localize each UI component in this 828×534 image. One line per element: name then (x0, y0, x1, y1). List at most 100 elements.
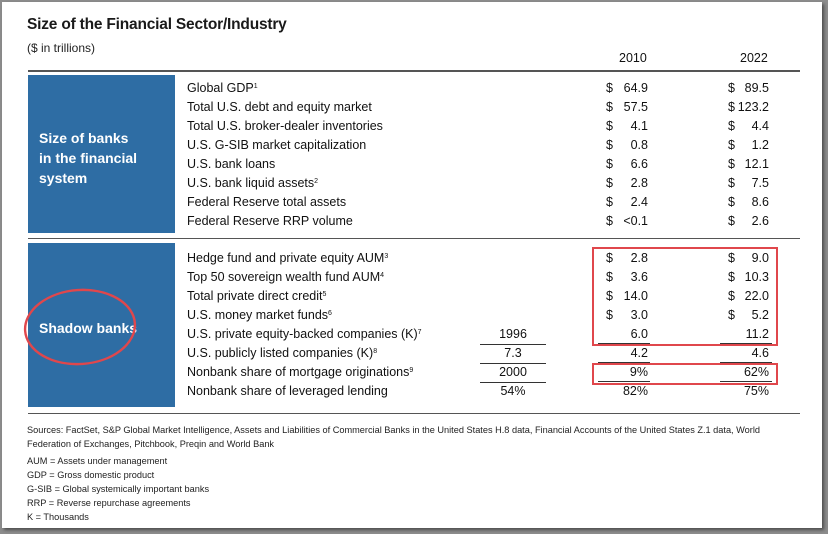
row-label: U.S. G-SIB market capitalization (187, 136, 366, 155)
dollar-sign: $ (606, 100, 613, 114)
value-2022: 8.6 (751, 195, 769, 209)
row-label-text: Nonbank share of leveraged lending (187, 384, 388, 398)
row-label-text: Global GDP (187, 81, 254, 95)
page-title: Size of the Financial Sector/Industry (27, 16, 287, 33)
row-label: U.S. money market funds6 (187, 306, 332, 325)
value-2010: 9% (629, 365, 648, 379)
dollar-sign: $ (728, 138, 735, 152)
value-2010: 14.0 (623, 289, 648, 303)
value-2022: 75% (743, 384, 769, 398)
row-label: U.S. private equity-backed companies (K)… (187, 325, 422, 344)
row-label-text: U.S. G-SIB market capitalization (187, 138, 367, 152)
value-2010: 82% (622, 384, 648, 398)
cell-underline (598, 362, 650, 363)
dollar-sign: $ (728, 308, 735, 322)
section-label-text: Shadow banks (39, 320, 138, 336)
section-label-line: system (39, 170, 88, 186)
footnote-marker: 4 (380, 272, 385, 279)
dollar-sign: $ (606, 289, 613, 303)
value-2010: 2.8 (630, 251, 648, 265)
footnote-marker: 5 (322, 291, 327, 298)
row-label-text: Top 50 sovereign wealth fund AUM (187, 270, 381, 284)
year-header-2022: 2022 (740, 51, 768, 65)
value-2010: 4.1 (630, 119, 648, 133)
value-2010: 3.6 (630, 270, 648, 284)
dollar-sign: $ (606, 195, 613, 209)
value-2010: 0.8 (630, 138, 648, 152)
row-label-text: Total U.S. broker-dealer inventories (187, 119, 383, 133)
row-label-text: Federal Reserve RRP volume (187, 214, 353, 228)
footnote-marker: 8 (373, 348, 378, 355)
row-label-text: Hedge fund and private equity AUM (187, 251, 385, 265)
footnote-marker: 9 (409, 367, 414, 374)
cell-underline (598, 381, 650, 382)
value-2022: 123.2 (737, 100, 769, 114)
dollar-sign: $ (728, 157, 735, 171)
row-label-text: Federal Reserve total assets (187, 195, 347, 209)
abbreviation-item: GDP = Gross domestic product (27, 470, 155, 480)
cell-underline (598, 343, 650, 344)
section-label-banks: Size of banks in the financial system (28, 75, 175, 233)
dollar-sign: $ (606, 176, 613, 190)
row-label: Federal Reserve RRP volume (187, 212, 353, 231)
row-label: Hedge fund and private equity AUM3 (187, 249, 388, 268)
row-label: Nonbank share of mortgage originations9 (187, 363, 413, 382)
value-2010: 3.0 (630, 308, 648, 322)
red-circle-icon (23, 288, 137, 366)
cell-underline (720, 381, 772, 382)
dollar-sign: $ (606, 81, 613, 95)
section-divider (28, 238, 800, 239)
row-label-text: Total U.S. debt and equity market (187, 100, 372, 114)
row-label-text: Total private direct credit (187, 289, 323, 303)
value-2022: 10.3 (744, 270, 769, 284)
base-value: 1996 (480, 325, 546, 345)
cell-underline (720, 343, 772, 344)
highlight-box-mortgage (592, 363, 778, 385)
value-2010: 57.5 (623, 100, 648, 114)
dollar-sign: $ (728, 81, 735, 95)
value-2022: 2.6 (751, 214, 769, 228)
year-header-2010: 2010 (619, 51, 647, 65)
dollar-sign: $ (606, 308, 613, 322)
top-rule (28, 70, 800, 72)
row-label-text: U.S. publicly listed companies (K) (187, 346, 374, 360)
row-label: Total U.S. broker-dealer inventories (187, 117, 383, 136)
value-2022: 22.0 (744, 289, 769, 303)
row-label: Total U.S. debt and equity market (187, 98, 372, 117)
section-label-shadow-banks: Shadow banks (28, 243, 175, 407)
dollar-sign: $ (728, 270, 735, 284)
value-2010: 64.9 (623, 81, 648, 95)
abbreviation-item: K = Thousands (27, 512, 89, 522)
row-label: Nonbank share of leveraged lending (187, 382, 388, 401)
dollar-sign: $ (728, 176, 735, 190)
cell-underline (720, 362, 772, 363)
footnote-marker: 7 (417, 329, 422, 336)
row-label: Federal Reserve total assets (187, 193, 346, 212)
row-label-text: U.S. money market funds (187, 308, 329, 322)
base-value: 54% (500, 384, 526, 398)
value-2010: 2.4 (630, 195, 648, 209)
value-2022: 4.4 (751, 119, 769, 133)
abbreviation-item: G-SIB = Global systemically important ba… (27, 484, 210, 494)
row-label: U.S. bank liquid assets2 (187, 174, 318, 193)
footnote-marker: 3 (384, 253, 389, 260)
dollar-sign: $ (606, 138, 613, 152)
dollar-sign: $ (728, 100, 735, 114)
value-2022: 9.0 (751, 251, 769, 265)
sources-note: Sources: FactSet, S&P Global Market Inte… (27, 425, 760, 449)
dollar-sign: $ (606, 119, 613, 133)
value-2022: 1.2 (751, 138, 769, 152)
dollar-sign: $ (728, 289, 735, 303)
row-label: Total private direct credit5 (187, 287, 326, 306)
row-label: Global GDP1 (187, 79, 258, 98)
value-2010: 6.0 (630, 327, 648, 341)
unit-note: ($ in trillions) (27, 41, 96, 55)
dollar-sign: $ (606, 214, 613, 228)
value-2010: 4.2 (630, 346, 648, 360)
value-2022: 7.5 (751, 176, 769, 190)
value-2010: 2.8 (630, 176, 648, 190)
row-label: Top 50 sovereign wealth fund AUM4 (187, 268, 384, 287)
dollar-sign: $ (728, 251, 735, 265)
value-2022: 4.6 (751, 346, 769, 360)
value-2022: 11.2 (745, 327, 769, 341)
